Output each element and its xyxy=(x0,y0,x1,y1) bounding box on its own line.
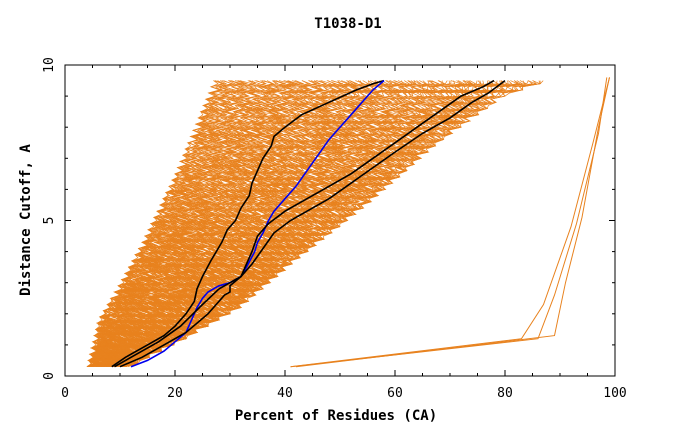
x-tick-label: 60 xyxy=(387,386,403,401)
x-tick-label: 20 xyxy=(167,386,183,401)
bundle-line xyxy=(108,80,434,368)
outlier-lines xyxy=(290,77,610,368)
x-tick-label: 80 xyxy=(497,386,513,401)
x-tick-label: 100 xyxy=(603,386,626,401)
series-line-1 xyxy=(111,79,385,368)
y-axis-label: Distance Cutoff, A xyxy=(18,144,34,296)
y-tick-label: 5 xyxy=(42,217,57,225)
y-tick-label: 10 xyxy=(42,57,57,73)
bundle-line xyxy=(91,80,279,368)
bundle-line xyxy=(92,80,299,368)
x-axis-label: Percent of Residues (CA) xyxy=(235,408,437,424)
outlier-line xyxy=(290,77,608,368)
series-line-3 xyxy=(114,79,495,368)
bundle-line xyxy=(86,80,256,368)
bundle-line xyxy=(91,80,310,368)
y-tick-label: 0 xyxy=(42,372,57,380)
bundle-line xyxy=(123,80,544,368)
x-tick-label: 40 xyxy=(277,386,293,401)
highlight-series xyxy=(111,79,506,368)
bundle-line xyxy=(93,80,321,368)
bundle-line xyxy=(123,80,509,368)
outlier-line xyxy=(295,77,610,368)
series-line-4 xyxy=(119,79,506,368)
chart-title: T1038-D1 xyxy=(314,16,381,32)
bundle-lines xyxy=(86,80,544,368)
outlier-line xyxy=(290,77,610,368)
bundle-line xyxy=(92,80,321,368)
bundle-line xyxy=(91,80,305,368)
bundle-line xyxy=(88,80,266,368)
bundle-line xyxy=(102,80,384,368)
series-line-2 xyxy=(130,79,385,368)
x-tick-label: 0 xyxy=(61,386,69,401)
bundle-line xyxy=(112,80,466,368)
axis-ticks: 0 20 40 60 80 100 0 5 10 xyxy=(42,57,627,401)
